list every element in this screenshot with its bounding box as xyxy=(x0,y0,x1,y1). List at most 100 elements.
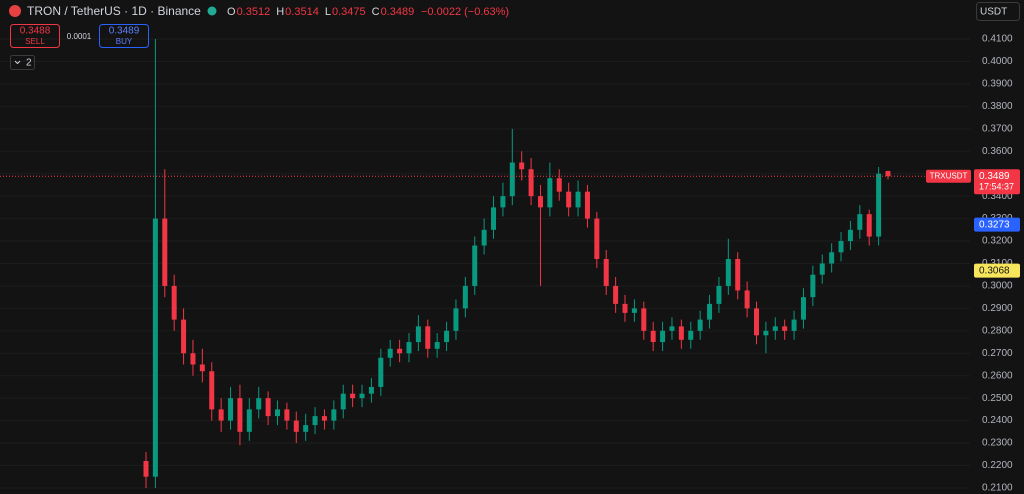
y-tick-label: 0.2300 xyxy=(982,438,1013,449)
candle-body xyxy=(472,245,478,286)
candle-body xyxy=(434,342,440,349)
candle-body xyxy=(866,214,872,237)
candle-body xyxy=(246,409,252,432)
y-tick-label: 0.3100 xyxy=(982,258,1013,269)
candle-body xyxy=(519,162,525,170)
candle-body xyxy=(218,409,224,421)
candle-body xyxy=(537,196,543,208)
candle-body xyxy=(697,319,703,331)
candle-body xyxy=(566,191,572,208)
candle-body xyxy=(857,214,863,230)
ohlc-value: 0.3475 xyxy=(332,6,366,18)
candle-body xyxy=(181,319,187,354)
candle-body xyxy=(528,169,534,197)
candle-body xyxy=(265,398,271,417)
candle-body xyxy=(293,420,299,432)
candle-body xyxy=(631,308,637,313)
candle-body xyxy=(190,353,196,365)
y-tick-label: 0.2800 xyxy=(982,325,1013,336)
candle-body xyxy=(594,218,600,260)
candle-body xyxy=(819,263,825,275)
candle-body xyxy=(162,218,168,286)
candle-body xyxy=(622,303,628,313)
last-price-label: 0.3489 xyxy=(979,171,1010,182)
candle-body xyxy=(350,393,356,399)
candle-body xyxy=(744,290,750,309)
ohlc-key: L xyxy=(325,6,331,18)
y-tick-label: 0.3600 xyxy=(982,146,1013,157)
candle-body xyxy=(209,371,215,410)
candle-body xyxy=(143,461,149,477)
sell-price: 0.3488 xyxy=(20,26,51,37)
candle-body xyxy=(725,259,731,286)
y-tick-label: 0.2100 xyxy=(982,483,1013,494)
ohlc-value: 0.3489 xyxy=(381,6,415,18)
candle-body xyxy=(284,409,290,421)
currency-button[interactable] xyxy=(976,2,1020,21)
candle-body xyxy=(810,274,816,298)
candle-body xyxy=(772,326,778,331)
candle-body xyxy=(547,178,553,208)
price-marker xyxy=(974,217,1020,232)
candle-body xyxy=(641,308,647,331)
candle-body xyxy=(707,303,713,320)
y-tick-label: 0.3700 xyxy=(982,123,1013,134)
candle-body xyxy=(791,319,797,331)
market-status xyxy=(207,6,217,16)
price-axis: 0.41000.40000.39000.38000.37000.36000.35… xyxy=(970,0,1024,494)
buy-button[interactable] xyxy=(99,24,149,48)
chevron-icon xyxy=(14,60,21,65)
candle-body xyxy=(754,308,760,336)
candle-body xyxy=(876,173,882,237)
candle-body xyxy=(256,398,262,410)
y-tick-label: 0.3800 xyxy=(982,101,1013,112)
indicators-count: 2 xyxy=(26,58,32,69)
candle-body xyxy=(575,191,581,208)
candle-body xyxy=(782,326,788,331)
candle-body xyxy=(763,330,769,336)
symbol-logo xyxy=(9,5,21,17)
y-tick-label: 0.3000 xyxy=(982,281,1013,292)
candle-body xyxy=(603,259,609,286)
buy-price: 0.3489 xyxy=(109,26,140,37)
candles xyxy=(143,39,891,488)
candle-body xyxy=(378,357,384,387)
candle-body xyxy=(321,416,327,421)
y-tick-label: 0.3200 xyxy=(982,236,1013,247)
candle-body xyxy=(735,259,741,291)
spread: 0.0001 xyxy=(67,32,92,41)
ohlc-value: 0.3512 xyxy=(237,6,271,18)
last-price-tag xyxy=(974,169,1020,195)
axis-background xyxy=(970,0,1024,494)
candle-body xyxy=(500,196,506,208)
candle-body xyxy=(312,416,318,426)
y-tick-label: 0.2500 xyxy=(982,393,1013,404)
ohlc-legend: O 0.3512 H 0.3514 L 0.3475 C 0.3489 xyxy=(227,6,414,18)
symbol-tag xyxy=(926,169,971,183)
candle-body xyxy=(415,326,421,343)
candle-body xyxy=(228,398,234,421)
candle-body xyxy=(509,162,515,197)
candle-body xyxy=(669,326,675,331)
sell-button[interactable] xyxy=(10,24,60,48)
candle-body xyxy=(425,326,431,349)
currency: USDT xyxy=(980,7,1007,18)
price-marker xyxy=(974,263,1020,278)
candle-body xyxy=(152,218,158,477)
candle-body xyxy=(303,425,309,432)
y-tick-label: 0.2600 xyxy=(982,370,1013,381)
y-tick-label: 0.3900 xyxy=(982,79,1013,90)
candle-body xyxy=(491,207,497,230)
countdown: 17:54:37 xyxy=(979,182,1014,192)
price-marker-label: 0.3273 xyxy=(979,219,1010,230)
sell-label: SELL xyxy=(25,37,45,46)
y-tick-label: 0.2400 xyxy=(982,415,1013,426)
indicators-toggle[interactable] xyxy=(10,55,35,70)
candle-body xyxy=(171,285,177,320)
y-tick-label: 0.4100 xyxy=(982,34,1013,45)
candle-body xyxy=(688,330,694,340)
symbol-title[interactable]: TRON / TetherUS · 1D · Binance xyxy=(27,4,201,18)
